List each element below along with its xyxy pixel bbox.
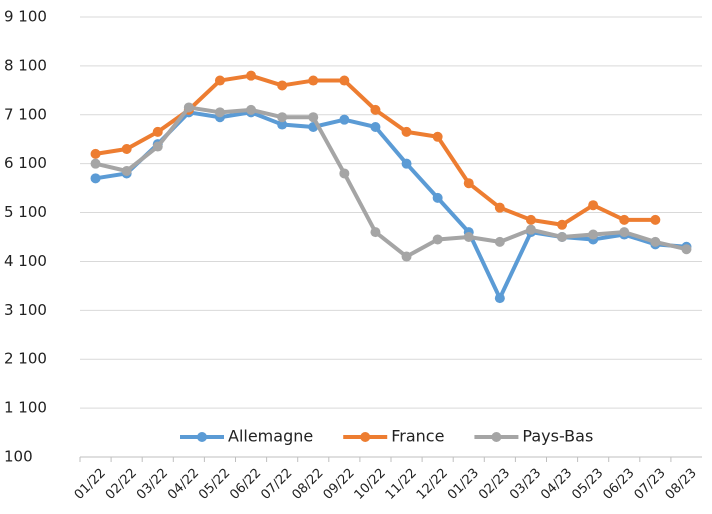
data-point [183, 102, 194, 113]
data-point [308, 112, 319, 123]
y-tick-label: 1 100 [4, 399, 47, 417]
data-point [370, 227, 381, 238]
data-point [370, 104, 381, 115]
legend-marker [360, 432, 371, 442]
x-tick-label: 04/22 [165, 466, 202, 503]
y-tick-label: 4 100 [4, 252, 47, 270]
data-point [90, 173, 101, 184]
data-point [121, 166, 132, 176]
data-point [432, 234, 443, 245]
data-point [214, 107, 225, 118]
data-point [401, 158, 412, 169]
data-point [90, 148, 101, 159]
data-point [463, 178, 474, 189]
data-point [463, 232, 474, 242]
data-point [308, 75, 319, 86]
data-point [246, 70, 257, 81]
data-point [557, 232, 568, 242]
data-point [401, 126, 412, 137]
data-point [650, 214, 661, 225]
x-tick-label: 02/23 [476, 466, 513, 503]
y-tick-label: 3 100 [4, 301, 47, 319]
data-point [494, 293, 505, 304]
data-point [494, 236, 505, 247]
data-point [525, 224, 536, 235]
series-line [95, 105, 687, 259]
data-point [277, 119, 288, 130]
x-tick-label: 09/22 [321, 466, 358, 503]
data-point [525, 214, 536, 225]
x-tick-label: 07/22 [258, 466, 295, 503]
x-tick-label: 01/23 [445, 466, 482, 503]
y-tick-label: 100 [4, 448, 33, 466]
legend-marker [491, 432, 502, 442]
data-point [370, 122, 381, 132]
data-point [339, 75, 350, 86]
legend-label: Pays-Bas [522, 427, 593, 446]
x-tick-label: 06/23 [600, 466, 637, 503]
y-tick-label: 7 100 [4, 105, 47, 123]
legend: Allemagne France Pays-Bas [180, 427, 593, 446]
y-tick-label: 5 100 [4, 203, 47, 221]
data-point [619, 214, 630, 225]
series-line [95, 73, 656, 227]
x-tick-label: 07/23 [632, 466, 669, 503]
x-tick-label: 12/22 [414, 466, 451, 503]
data-point [121, 144, 132, 154]
data-point [650, 236, 661, 247]
data-point [619, 227, 630, 238]
x-tick-label: 01/22 [72, 466, 109, 503]
y-tick-label: 9 100 [4, 8, 47, 26]
data-point [214, 75, 225, 86]
data-point [152, 126, 163, 137]
data-point [588, 229, 599, 240]
data-point [432, 192, 443, 203]
data-point [588, 200, 599, 211]
data-point [432, 131, 443, 142]
y-tick-label: 6 100 [4, 154, 47, 172]
x-tick-label: 08/22 [289, 466, 326, 503]
data-point [557, 219, 568, 230]
x-tick-label: 05/22 [196, 466, 233, 503]
legend-marker [197, 432, 207, 442]
x-tick-label: 06/22 [227, 466, 264, 503]
x-tick-label: 03/23 [507, 466, 544, 503]
data-point [90, 158, 101, 169]
data-point [401, 251, 412, 262]
x-tick-label: 08/23 [663, 466, 700, 503]
y-tick-label: 8 100 [4, 56, 47, 74]
data-point [277, 112, 288, 123]
x-tick-label: 10/22 [352, 466, 389, 503]
x-tick-label: 04/23 [538, 466, 575, 503]
data-point [277, 80, 288, 91]
legend-label: France [391, 427, 444, 446]
x-tick-label: 02/22 [103, 466, 140, 503]
data-point [152, 141, 163, 152]
data-point [681, 244, 692, 255]
x-tick-label: 11/22 [383, 466, 420, 503]
data-point [339, 114, 350, 125]
data-point [339, 168, 350, 179]
series-line [95, 110, 687, 301]
data-point [246, 104, 257, 115]
x-tick-label: 03/22 [134, 466, 171, 503]
y-tick-label: 2 100 [4, 350, 47, 368]
legend-label: Allemagne [228, 427, 313, 446]
x-tick-label: 05/23 [569, 466, 606, 503]
data-point [494, 202, 505, 213]
